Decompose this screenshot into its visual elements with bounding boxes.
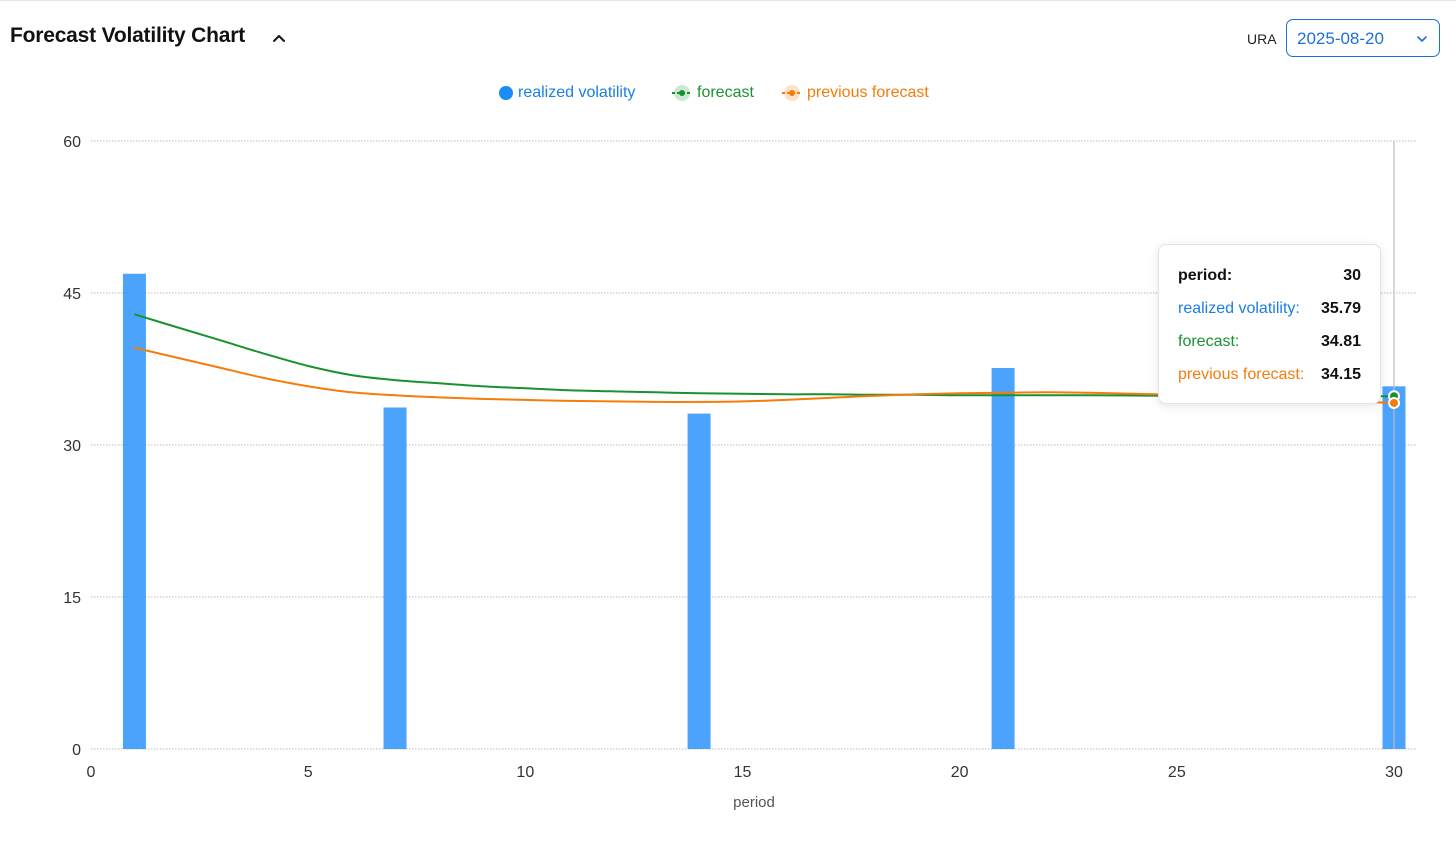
y-tick-label: 0 [72,742,81,759]
x-tick-label: 30 [1385,764,1403,781]
circle-marker-icon [499,86,513,100]
x-tick-label: 15 [734,764,752,781]
top-divider [0,0,1456,1]
tooltip-row-previous: previous forecast: 34.15 [1178,366,1361,384]
chart-legend: realized volatility forecast previous fo… [0,84,1456,108]
bar [991,367,1015,749]
chevron-up-icon[interactable] [268,27,290,49]
hover-layer [1388,141,1400,749]
x-tick-label: 25 [1168,764,1186,781]
date-select-value: 2025-08-20 [1297,29,1384,48]
tooltip-realized-label: realized volatility: [1178,300,1300,317]
tooltip-realized-value: 35.79 [1320,300,1361,317]
previous-forecast-active-point [1388,396,1400,409]
line-marker-icon [782,85,802,101]
tooltip-row-period: period: 30 [1178,267,1361,285]
legend-item-forecast[interactable]: forecast [671,84,754,102]
y-tick-label: 15 [63,590,81,607]
chart-grid [91,140,1416,750]
bar [383,407,407,749]
legend-label-previous: previous forecast [807,84,929,101]
x-axis-label: period [733,794,775,811]
x-tick-label: 10 [516,764,534,781]
ticker-label: URA [1247,31,1277,47]
x-tick-label: 5 [304,764,313,781]
legend-label-realized: realized volatility [518,84,636,101]
tooltip-period-label: period: [1178,267,1233,284]
bar [687,413,711,749]
page-title: Forecast Volatility Chart [10,24,246,47]
date-select[interactable]: 2025-08-20 [1286,19,1440,57]
tooltip-previous-label: previous forecast: [1178,366,1305,383]
tooltip-previous-value: 34.15 [1320,366,1361,383]
tooltip-forecast-label: forecast: [1178,333,1240,350]
tooltip-row-realized: realized volatility: 35.79 [1178,300,1361,318]
tooltip-period-value: 30 [1343,267,1361,284]
chart-tooltip: period: 30 realized volatility: 35.79 fo… [1158,244,1381,404]
y-tick-label: 30 [63,438,81,455]
x-tick-label: 0 [87,764,96,781]
bar [122,273,146,749]
chevron-down-icon [1417,36,1427,42]
x-tick-label: 20 [951,764,969,781]
y-tick-label: 45 [63,286,81,303]
tooltip-row-forecast: forecast: 34.81 [1178,333,1361,351]
legend-label-forecast: forecast [697,84,754,101]
chart-axes: 0 15 30 45 60 0 5 10 15 20 25 30 period [63,134,1403,811]
legend-item-realized[interactable]: realized volatility [498,84,635,102]
y-tick-label: 60 [63,134,81,151]
tooltip-forecast-value: 34.81 [1320,333,1361,350]
line-marker-icon [672,85,692,101]
legend-item-previous[interactable]: previous forecast [781,84,929,102]
